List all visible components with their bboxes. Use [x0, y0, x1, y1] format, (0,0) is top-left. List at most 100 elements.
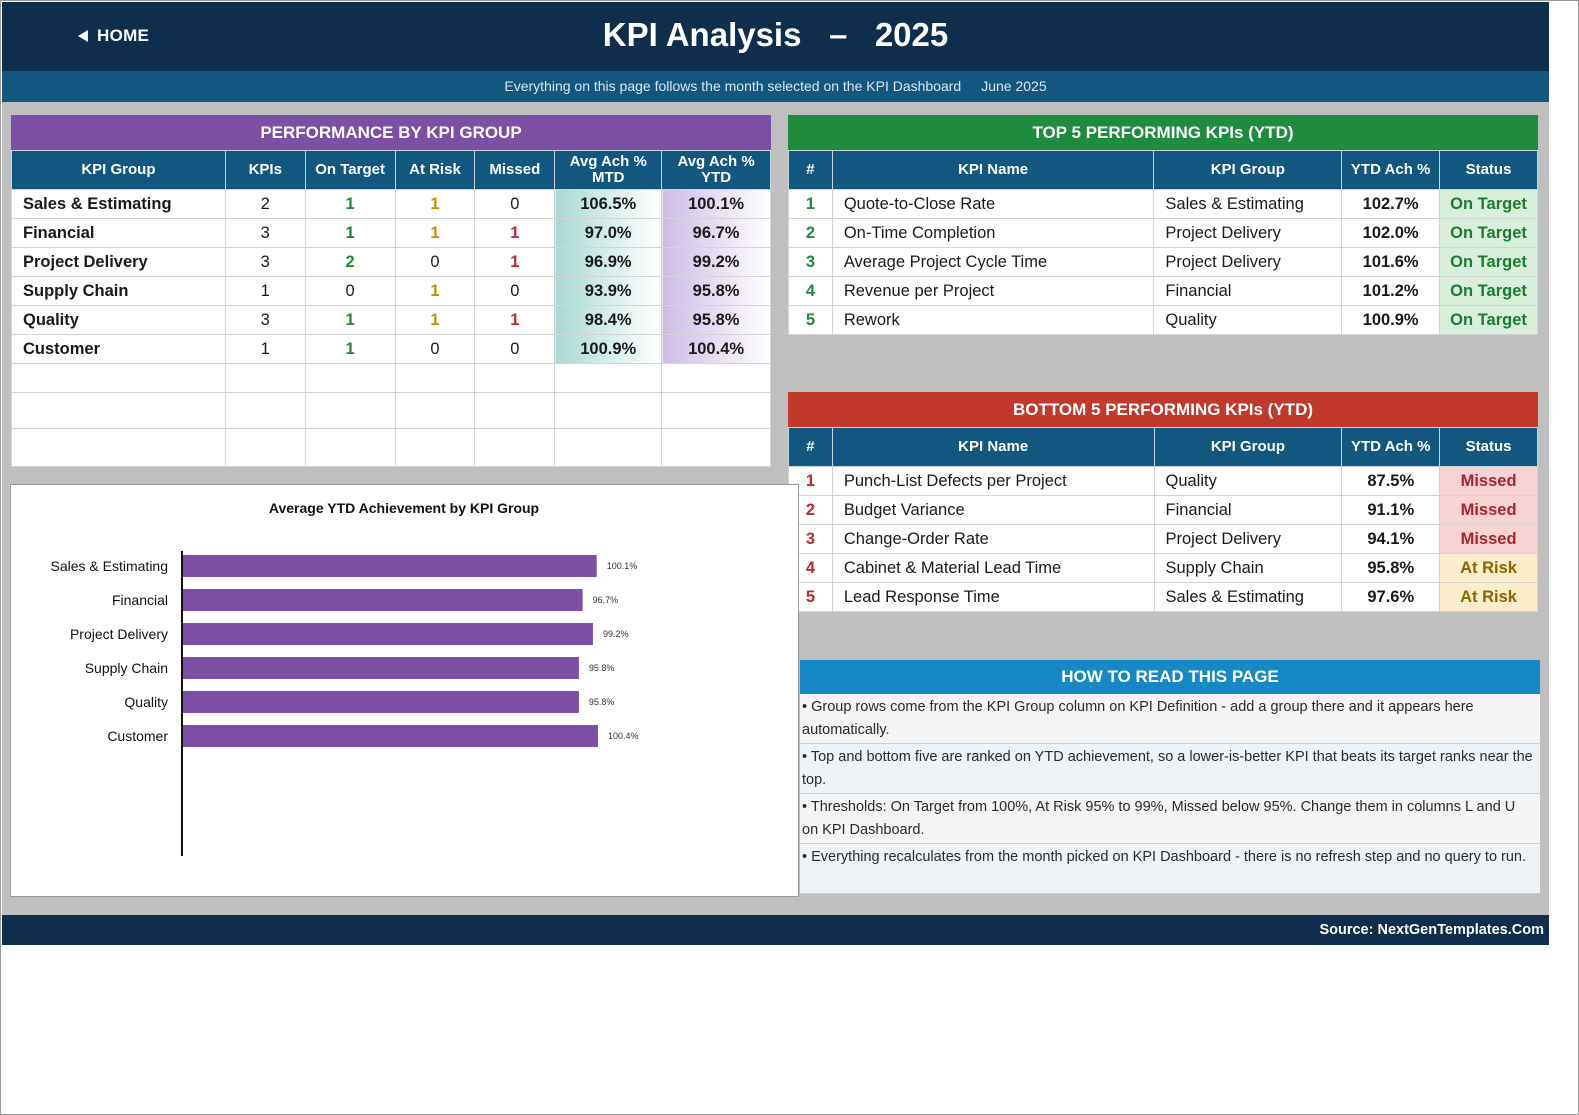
on-target-count: 2 [304, 247, 396, 277]
at-risk-count: 1 [394, 305, 476, 335]
kpi-group: Project Delivery [1153, 218, 1343, 248]
kpi-count: 3 [224, 305, 306, 335]
ytd-ach: 94.1% [1341, 524, 1441, 554]
group-name: Sales & Estimating [11, 189, 226, 219]
avg-mtd: 98.4% [554, 305, 663, 335]
status-badge: On Target [1439, 189, 1538, 219]
avg-ytd: 95.8% [661, 276, 771, 306]
kpi-name: Budget Variance [831, 495, 1155, 525]
group-name: Quality [11, 305, 226, 335]
col-header: Status [1439, 150, 1538, 190]
missed-count: 1 [474, 247, 556, 277]
bar[interactable] [182, 657, 579, 679]
status-badge: Missed [1439, 495, 1538, 525]
col-header: KPI Name [831, 150, 1155, 190]
col-header: KPIs [224, 150, 306, 190]
bottom5-title: BOTTOM 5 PERFORMING KPIs (YTD) [788, 392, 1538, 427]
data-label: 95.8% [589, 663, 615, 673]
status-badge: On Target [1439, 218, 1538, 248]
kpi-group: Sales & Estimating [1153, 582, 1343, 612]
sub-header: Everything on this page follows the mont… [2, 71, 1549, 102]
kpi-name: Change-Order Rate [831, 524, 1155, 554]
table-row: Financial 3 1 1 1 97.0% 96.7% [11, 218, 771, 248]
avg-ytd: 99.2% [661, 247, 771, 277]
category-label: Supply Chain [85, 660, 168, 676]
table-row: 5 Rework Quality 100.9% On Target [788, 305, 1538, 335]
kpi-count: 2 [224, 189, 306, 219]
avg-ytd: 100.4% [661, 334, 771, 364]
at-risk-count: 1 [394, 189, 476, 219]
status-badge: On Target [1439, 305, 1538, 335]
group-name: Financial [11, 218, 226, 248]
avg-mtd: 96.9% [554, 247, 663, 277]
on-target-count: 1 [304, 334, 396, 364]
status-badge: At Risk [1439, 582, 1538, 612]
bar-chart-svg: Average YTD Achievement by KPI Group Sal… [51, 500, 638, 856]
ytd-ach: 101.6% [1341, 247, 1441, 277]
bar[interactable] [182, 555, 597, 577]
group-name: Project Delivery [11, 247, 226, 277]
home-label: HOME [97, 26, 150, 45]
col-header: KPI Name [831, 427, 1155, 467]
kpi-count: 3 [224, 218, 306, 248]
col-header: KPI Group [1153, 150, 1343, 190]
rank: 5 [788, 305, 833, 335]
data-label: 100.1% [607, 561, 638, 571]
category-label: Financial [112, 592, 168, 608]
ytd-ach: 102.0% [1341, 218, 1441, 248]
missed-count: 1 [474, 305, 556, 335]
triangle-left-icon [78, 30, 88, 42]
table-row: 2 Budget Variance Financial 91.1% Missed [788, 495, 1538, 525]
ytd-ach: 95.8% [1341, 553, 1441, 583]
category-label: Customer [107, 728, 168, 744]
at-risk-count: 0 [394, 334, 476, 364]
status-badge: On Target [1439, 276, 1538, 306]
bar[interactable] [182, 691, 579, 713]
table-row: Supply Chain 1 0 1 0 93.9% 95.8% [11, 276, 771, 306]
at-risk-count: 1 [394, 218, 476, 248]
bar[interactable] [182, 623, 593, 645]
col-header: # [788, 427, 833, 467]
table-row: Project Delivery 3 2 0 1 96.9% 99.2% [11, 247, 771, 277]
selected-month: June 2025 [981, 78, 1047, 94]
kpi-group: Quality [1153, 466, 1343, 496]
status-badge: At Risk [1439, 553, 1538, 583]
table-row: Sales & Estimating 2 1 1 0 106.5% 100.1% [11, 189, 771, 219]
table-row: 5 Lead Response Time Sales & Estimating … [788, 582, 1538, 612]
top-bar: HOME KPI Analysis – 2025 [2, 2, 1549, 71]
kpi-name: Average Project Cycle Time [831, 247, 1155, 277]
table-row: 2 On-Time Completion Project Delivery 10… [788, 218, 1538, 248]
avg-ytd: 95.8% [661, 305, 771, 335]
on-target-count: 1 [304, 218, 396, 248]
ytd-achievement-chart[interactable]: Average YTD Achievement by KPI Group Sal… [10, 484, 799, 897]
table-row: 4 Revenue per Project Financial 101.2% O… [788, 276, 1538, 306]
col-header: Avg Ach % YTD [661, 150, 771, 190]
table-row: 4 Cabinet & Material Lead Time Supply Ch… [788, 553, 1538, 583]
on-target-count: 1 [304, 305, 396, 335]
how-to-item: • Thresholds: On Target from 100%, At Ri… [800, 794, 1540, 844]
group-panel-title: PERFORMANCE BY KPI GROUP [11, 115, 771, 150]
rank: 2 [788, 218, 833, 248]
table-row: 3 Average Project Cycle Time Project Del… [788, 247, 1538, 277]
category-label: Quality [124, 694, 168, 710]
at-risk-count: 0 [394, 247, 476, 277]
missed-count: 0 [474, 189, 556, 219]
bar[interactable] [182, 725, 598, 747]
empty-row [11, 363, 771, 393]
table-row: Quality 3 1 1 1 98.4% 95.8% [11, 305, 771, 335]
home-button[interactable]: HOME [78, 26, 149, 46]
ytd-ach: 87.5% [1341, 466, 1441, 496]
rank: 1 [788, 189, 833, 219]
footer-source: Source: NextGenTemplates.Com [2, 915, 1549, 945]
kpi-group: Financial [1153, 276, 1343, 306]
on-target-count: 0 [304, 276, 396, 306]
how-to-item: • Group rows come from the KPI Group col… [800, 694, 1540, 744]
kpi-group: Project Delivery [1153, 524, 1343, 554]
kpi-count: 3 [224, 247, 306, 277]
col-header: YTD Ach % [1341, 150, 1441, 190]
col-header: YTD Ach % [1341, 427, 1441, 467]
empty-row [11, 428, 771, 467]
kpi-group: Financial [1153, 495, 1343, 525]
kpi-name: On-Time Completion [831, 218, 1155, 248]
bar[interactable] [182, 589, 583, 611]
